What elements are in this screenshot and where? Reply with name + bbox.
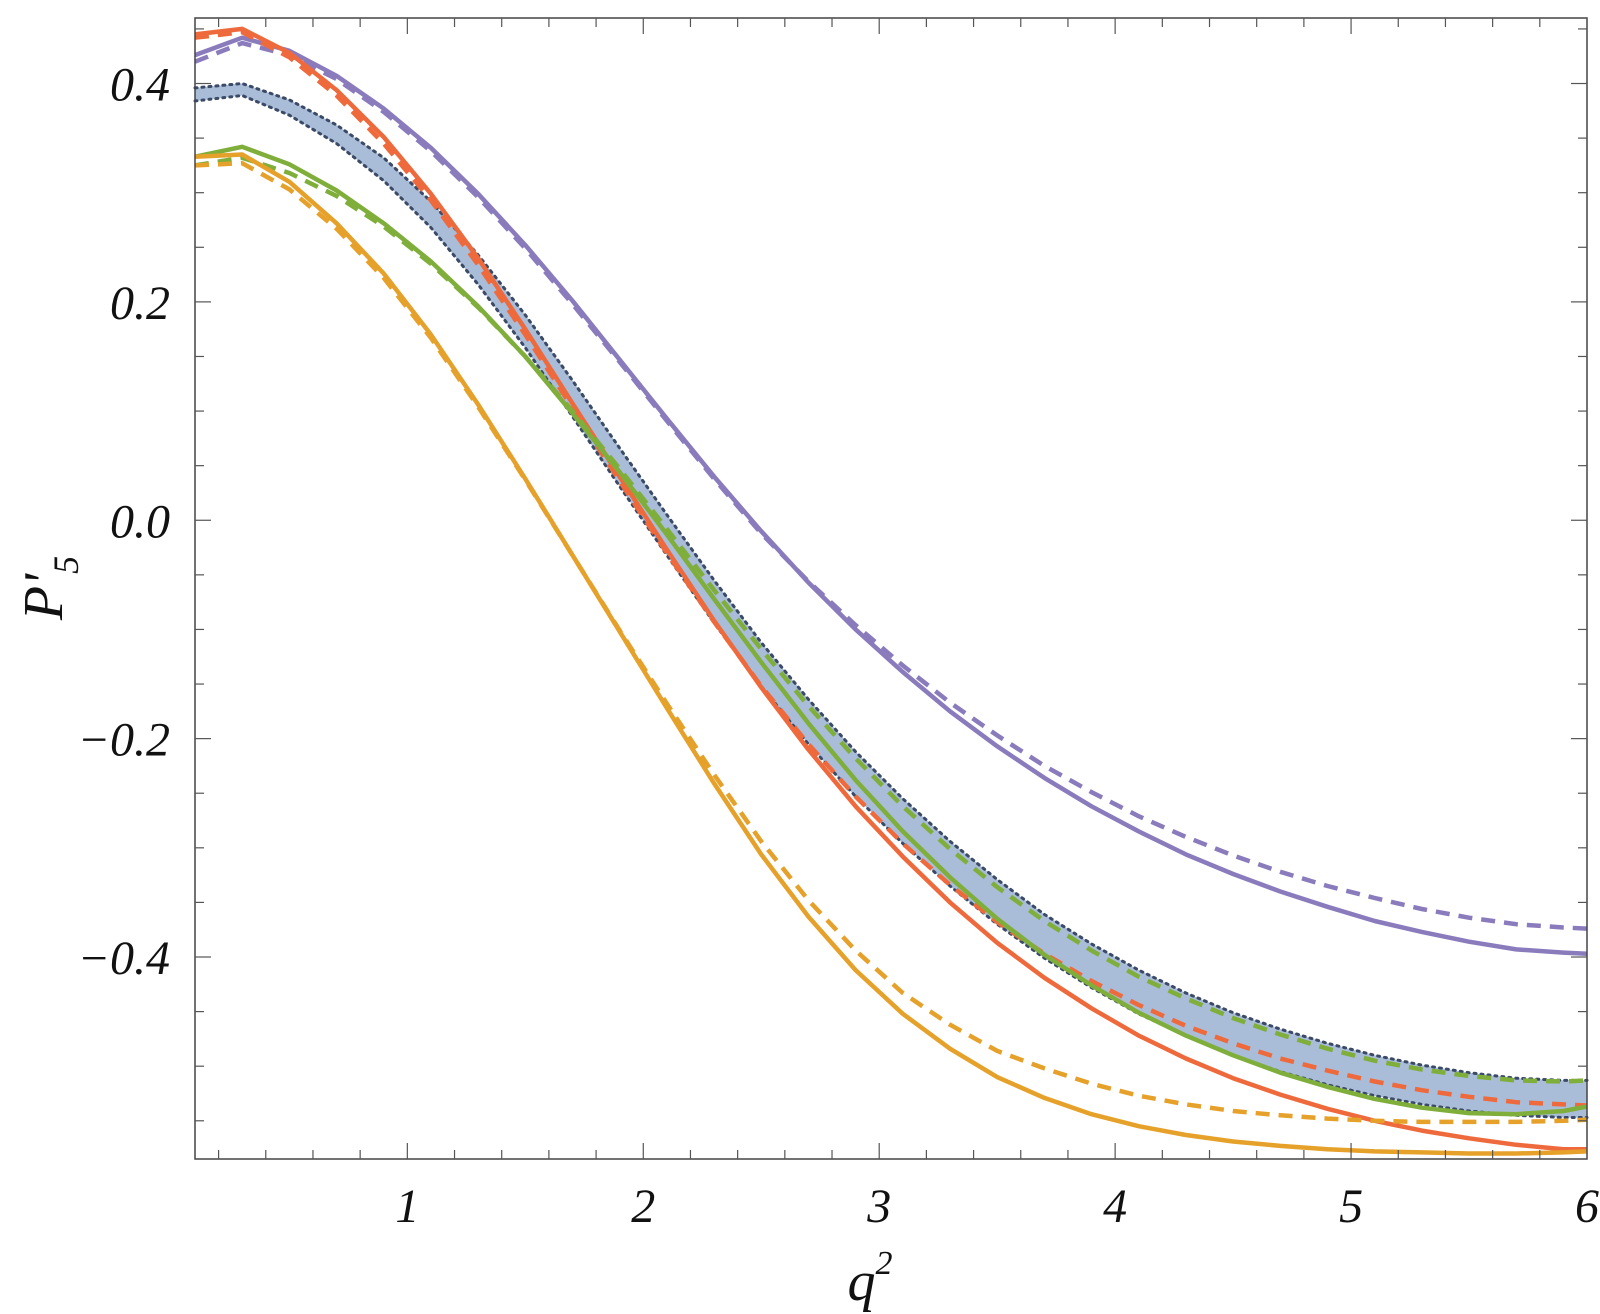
series-line-8 <box>194 160 1588 1125</box>
x-tick-label: 2 <box>631 1180 655 1233</box>
x-tick-label: 4 <box>1103 1180 1127 1233</box>
x-tick-label: 1 <box>395 1180 419 1233</box>
y-tick-label: −0.2 <box>78 714 170 767</box>
band-lower-edge <box>193 93 1589 1119</box>
series-line-2 <box>194 40 1588 931</box>
x-axis-title-superscript: 2 <box>876 1245 893 1282</box>
axis-ticks <box>195 18 1588 1159</box>
y-axis-title-subscript: 5 <box>46 556 86 574</box>
x-tick-label: 5 <box>1339 1180 1363 1233</box>
x-axis-title-base: q <box>848 1251 876 1313</box>
band-fill <box>195 83 1587 1118</box>
plot-frame <box>194 17 1588 1160</box>
x-axis-title: q2 <box>848 1245 893 1313</box>
series-line-6 <box>194 155 1588 1084</box>
y-tick-label: 0.4 <box>110 59 170 112</box>
series-line-1 <box>194 35 1588 956</box>
y-tick-label: 0.0 <box>110 495 170 548</box>
x-tick-label: 6 <box>1575 1180 1599 1233</box>
y-tick-label: 0.2 <box>110 277 170 330</box>
y-axis-title: P'5 <box>13 556 86 621</box>
x-tick-label: 3 <box>866 1180 891 1233</box>
svg-text:P'5: P'5 <box>13 556 86 621</box>
y-tick-label: −0.4 <box>78 932 170 985</box>
tick-labels: 1 2 3 4 5 6 0.4 0.2 0.0 −0.2 −0.4 <box>78 59 1599 1233</box>
series-line-4 <box>194 29 1588 1108</box>
y-axis-title-base: P' <box>13 573 75 621</box>
series-lines <box>194 26 1588 1156</box>
